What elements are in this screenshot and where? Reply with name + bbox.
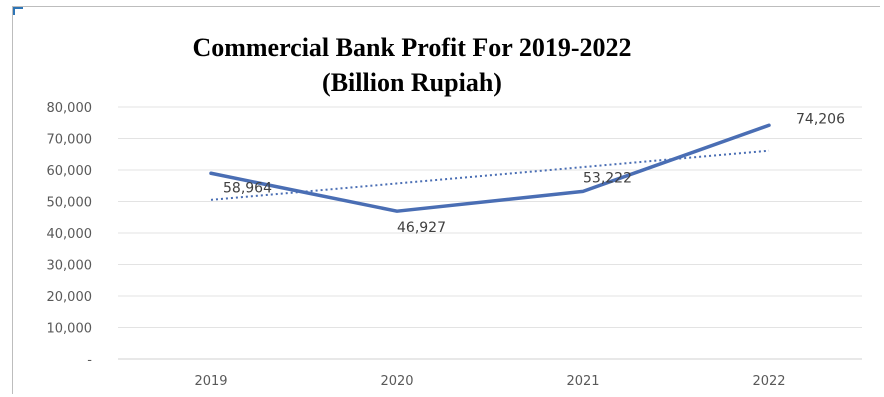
chart-frame bbox=[12, 6, 880, 394]
x-axis-ticks: 2019 2020 2021 2022 bbox=[194, 374, 785, 389]
corner-mark bbox=[13, 7, 23, 15]
data-label: 58,964 bbox=[223, 180, 272, 196]
y-tick-label: 80,000 bbox=[47, 101, 93, 116]
x-tick-label: 2022 bbox=[752, 374, 785, 389]
y-tick-label: 50,000 bbox=[47, 196, 93, 211]
x-tick-label: 2020 bbox=[380, 374, 413, 389]
y-tick-label: 30,000 bbox=[47, 259, 93, 274]
y-tick-label: 10,000 bbox=[47, 322, 93, 337]
chart-title: Commercial Bank Profit For 2019-2022 bbox=[192, 33, 631, 62]
trendline bbox=[210, 149, 770, 201]
data-label: 46,927 bbox=[397, 220, 446, 236]
data-label: 53,222 bbox=[583, 170, 632, 186]
x-tick-label: 2021 bbox=[566, 374, 599, 389]
data-labels: 58,964 46,927 53,222 74,206 bbox=[223, 111, 845, 236]
x-tick-label: 2019 bbox=[194, 374, 227, 389]
gridlines bbox=[118, 106, 862, 360]
y-tick-label: 60,000 bbox=[47, 164, 93, 179]
chart-subtitle: (Billion Rupiah) bbox=[322, 68, 502, 97]
data-label: 74,206 bbox=[796, 111, 845, 127]
trendline-group bbox=[210, 149, 770, 201]
series-group bbox=[209, 123, 771, 213]
y-tick-label: 20,000 bbox=[47, 290, 93, 305]
y-tick-label: 40,000 bbox=[47, 227, 93, 242]
y-axis-ticks: - 10,000 20,000 30,000 40,000 50,000 60,000 70,… bbox=[47, 101, 93, 368]
y-tick-label: - bbox=[87, 353, 92, 368]
y-tick-label: 70,000 bbox=[47, 133, 93, 148]
series-line bbox=[209, 123, 771, 213]
